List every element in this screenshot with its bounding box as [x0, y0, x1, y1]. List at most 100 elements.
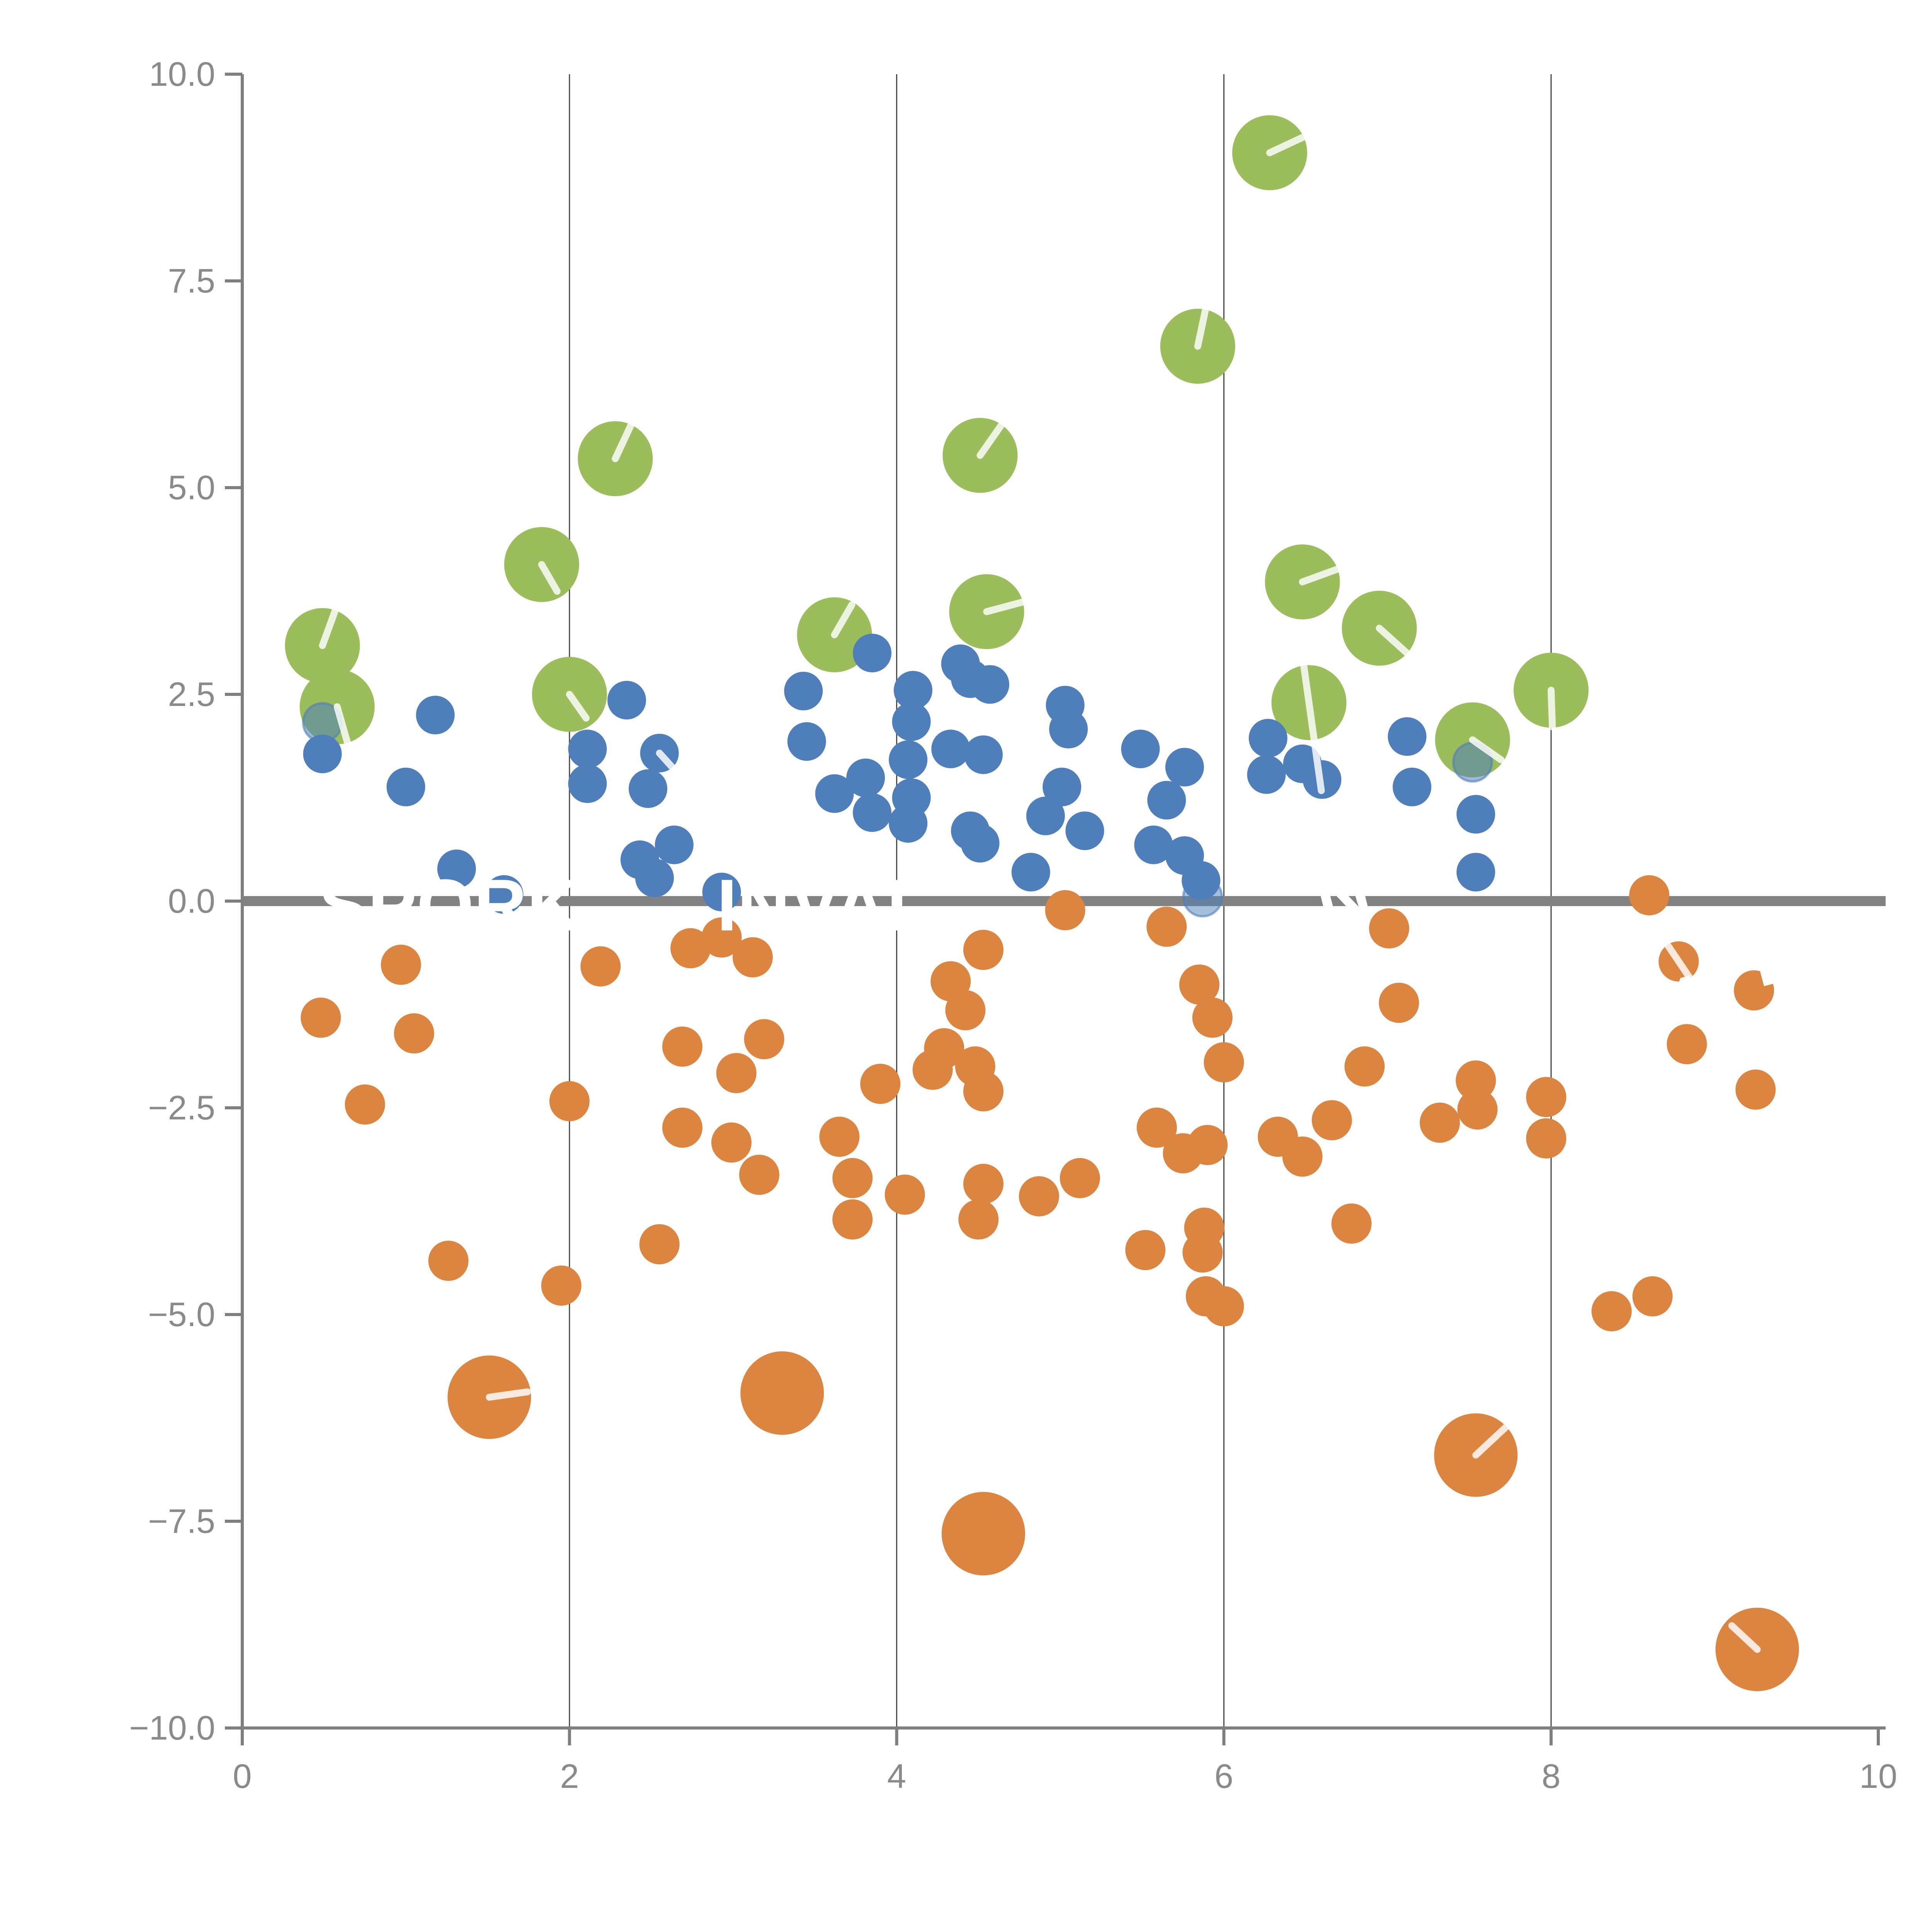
scatter-point — [744, 1019, 784, 1060]
bubble-highlight-slash — [566, 691, 590, 722]
x-tick-label: 4 — [887, 1757, 906, 1795]
bubble-highlight-slash — [1300, 659, 1325, 794]
scatter-point — [303, 735, 342, 774]
x-tick-label: 6 — [1214, 1757, 1233, 1795]
scatter-point — [1019, 1176, 1059, 1216]
scatter-point — [892, 702, 931, 741]
scatter-point — [1311, 1100, 1352, 1141]
bubble-highlight-slash — [1299, 566, 1340, 585]
scatter-point — [1045, 890, 1085, 930]
scatter-point — [629, 769, 668, 808]
scatter-point — [670, 928, 711, 968]
scatter-point — [1204, 1042, 1244, 1083]
scatter-point — [1026, 796, 1065, 835]
scatter-point — [1165, 748, 1204, 787]
scatter-point — [1632, 1276, 1673, 1316]
scatter-point — [607, 680, 646, 719]
scatter-point — [931, 730, 970, 769]
scatter-point — [1388, 717, 1427, 756]
scatter-point — [580, 946, 621, 987]
scatter-point — [1011, 853, 1050, 892]
y-tick-label: 7.5 — [168, 262, 215, 300]
bubble-highlight-slash — [1660, 935, 1717, 1016]
scatter-point — [568, 764, 607, 803]
bubble-highlight-slash — [1194, 305, 1209, 350]
scatter-point — [1179, 964, 1219, 1005]
y-tick-label: −7.5 — [148, 1502, 215, 1540]
x-tick-label: 8 — [1542, 1757, 1561, 1795]
y-tick-label: −10.0 — [129, 1709, 215, 1747]
scatter-point — [1456, 1060, 1496, 1101]
bubble-highlight-slash — [831, 601, 855, 638]
y-tick-label: 2.5 — [168, 675, 215, 713]
scatter-point — [1331, 1203, 1372, 1244]
bubble-highlight-slash — [1728, 1622, 1761, 1653]
watermark-text: INVAL — [717, 864, 932, 946]
scatter-point — [1065, 811, 1104, 850]
scatter-point — [541, 1265, 582, 1306]
scatter-point — [1393, 767, 1432, 806]
scatter-point — [787, 722, 826, 761]
scatter-point — [701, 917, 742, 958]
scatter-point — [1734, 970, 1774, 1011]
scatter-point — [1369, 908, 1410, 949]
scatter-point — [386, 767, 425, 806]
scatter-point — [912, 1049, 953, 1090]
scatter-point — [1134, 825, 1173, 864]
bubble-highlight-slash — [1472, 1422, 1510, 1459]
y-tick-label: 5.0 — [168, 468, 215, 507]
scatter-point — [884, 1174, 925, 1215]
bubble-highlight-slash — [319, 607, 338, 649]
scatter-point — [963, 1163, 1004, 1204]
scatter-point — [716, 1053, 757, 1094]
scatter-point — [1282, 1136, 1323, 1177]
y-tick-label: −5.0 — [148, 1295, 215, 1333]
scatter-point — [739, 1155, 779, 1195]
scatter-point — [832, 1199, 873, 1240]
scatter-point — [1457, 1089, 1498, 1130]
scatter-point — [1043, 767, 1082, 806]
scatter-point — [381, 944, 421, 985]
scatter-point — [662, 1107, 702, 1148]
bubble-highlight-slash — [1376, 624, 1410, 656]
scatter-point — [853, 793, 892, 832]
scatter-point — [1735, 1069, 1776, 1110]
scatter-point — [1204, 1286, 1244, 1327]
y-tick-label: 0.0 — [168, 882, 215, 920]
scatter-point — [958, 1199, 999, 1240]
scatter-point — [1192, 997, 1233, 1038]
scatter-point — [889, 804, 928, 843]
scatter-point — [1060, 1158, 1100, 1198]
y-tick-label: −2.5 — [148, 1088, 215, 1127]
scatter-point — [568, 730, 607, 769]
scatter-point — [784, 672, 823, 711]
scatter-point — [733, 937, 773, 978]
bubble-highlight-slash — [976, 420, 1006, 459]
scatter-point — [942, 1492, 1026, 1576]
y-tick-label: 10.0 — [149, 55, 215, 93]
scatter-point — [1344, 1046, 1385, 1087]
bubble-highlight-slash — [1548, 687, 1556, 731]
bubble-highlight-slash — [983, 599, 1026, 615]
scatter-point — [1136, 1107, 1177, 1148]
scatter-point — [1049, 709, 1088, 748]
scatter-point — [1187, 1125, 1228, 1165]
bubble-highlight-slash — [612, 420, 635, 463]
x-tick-label: 0 — [233, 1757, 252, 1795]
scatter-point — [394, 1013, 434, 1054]
scatter-point — [961, 824, 1000, 863]
scatter-point — [655, 825, 694, 864]
scatter-point — [635, 859, 674, 898]
scatter-point — [301, 997, 341, 1038]
scatter-point — [945, 990, 986, 1031]
scatter-point — [549, 1081, 590, 1121]
scatter-point — [819, 1116, 860, 1157]
scatter-point — [1146, 906, 1187, 947]
scatter-point — [662, 1026, 702, 1067]
scatter-point — [853, 634, 892, 672]
scatter-point — [970, 665, 1009, 704]
watermark-text: N — [1308, 850, 1379, 943]
scatter-point — [964, 735, 1003, 774]
